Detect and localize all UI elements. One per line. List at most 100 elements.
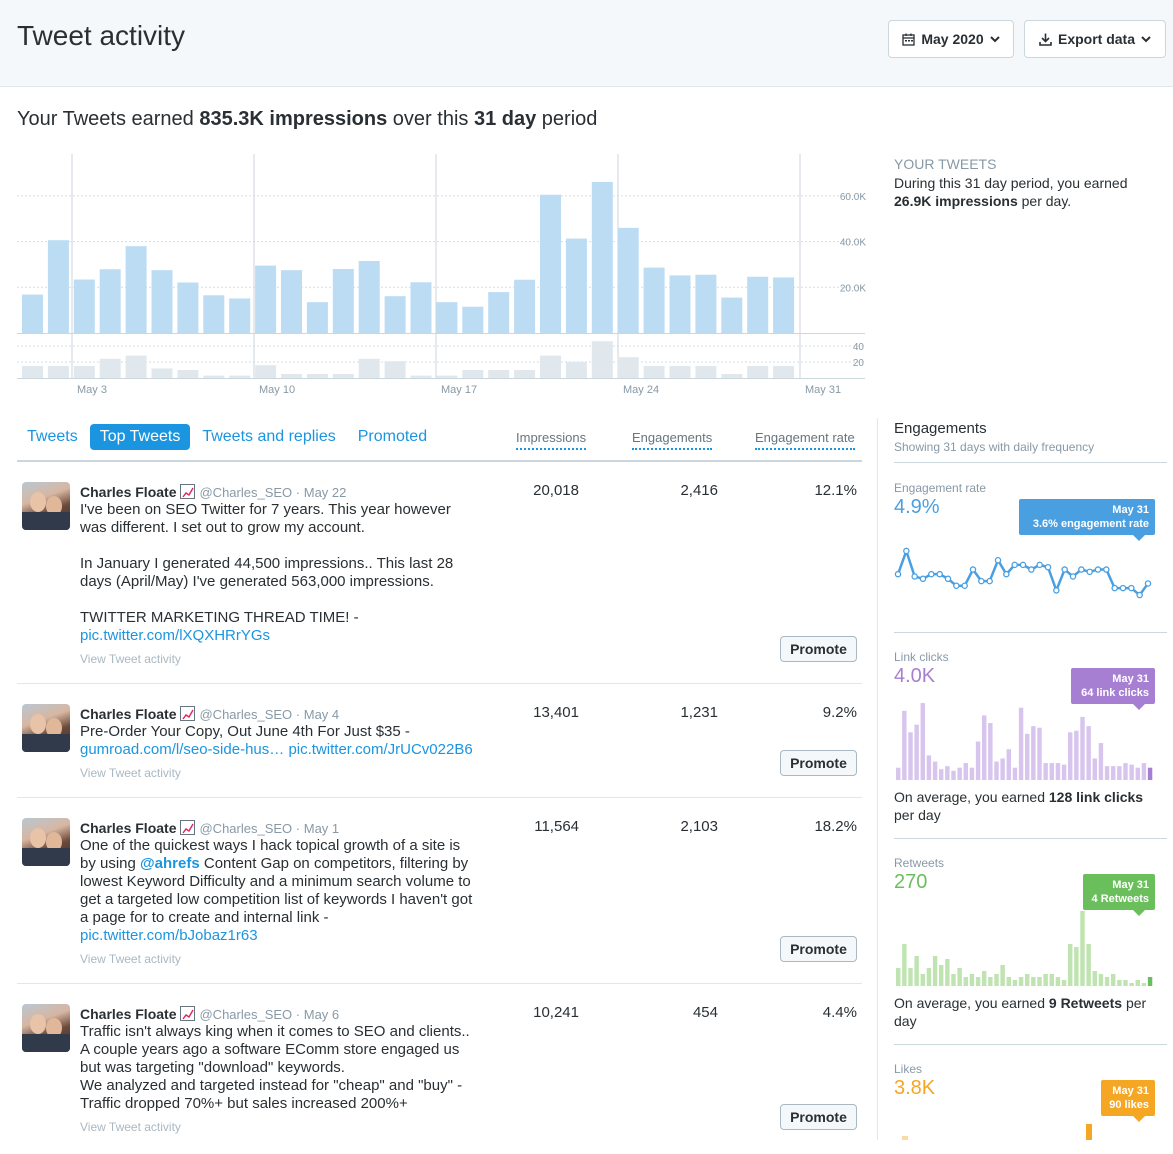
- tweet-engagement-rate: 9.2%: [822, 704, 857, 721]
- tweet-link[interactable]: pic.twitter.com/lXQXHRrYGs: [80, 627, 271, 644]
- impressions-bar: [747, 276, 769, 333]
- tweet-link[interactable]: gumroad.com/l/seo-side-hus…: [80, 741, 285, 758]
- impressions-bar: [488, 292, 510, 333]
- tweet-link[interactable]: pic.twitter.com/bJobaz1r63: [80, 927, 258, 944]
- tweet-link-2[interactable]: pic.twitter.com/JrUCv022B6: [288, 741, 473, 758]
- promote-button[interactable]: Promote: [780, 750, 857, 776]
- retweets-bar: [963, 977, 968, 986]
- tweet-author-handle[interactable]: @Charles_SEO: [199, 485, 293, 500]
- tweet-date[interactable]: May 6: [303, 1007, 340, 1022]
- tweet-date[interactable]: May 1: [303, 821, 340, 836]
- tweet-date[interactable]: May 4: [303, 707, 340, 722]
- engagements-tick-label: 40: [853, 342, 865, 353]
- engagements-bar: [540, 355, 561, 378]
- view-tweet-activity-link[interactable]: View Tweet activity: [80, 652, 181, 666]
- promote-button[interactable]: Promote: [780, 1104, 857, 1130]
- chart-emoji-icon: [180, 706, 196, 721]
- avatar[interactable]: [22, 1004, 70, 1052]
- metric-divider: [894, 838, 1167, 839]
- link-clicks-bar: [1080, 716, 1085, 780]
- avatar[interactable]: [22, 818, 70, 866]
- tweet-author-name[interactable]: Charles Floate: [80, 484, 177, 500]
- impressions-bar: [22, 294, 43, 333]
- link-clicks-bar: [1037, 727, 1042, 780]
- engagement-rate-point: [1044, 563, 1052, 571]
- engagement-rate-tooltip-value: 3.6% engagement rate: [1032, 518, 1149, 530]
- tab-promoted[interactable]: Promoted: [357, 428, 428, 445]
- tweet-author-handle[interactable]: @Charles_SEO: [199, 1007, 293, 1022]
- retweets-tooltip-value: 4 Retweets: [1091, 893, 1149, 905]
- link-clicks-bar: [1068, 732, 1073, 780]
- column-header-engagement-rate[interactable]: Engagement rate: [755, 430, 855, 450]
- retweets-bar: [1135, 980, 1140, 986]
- link-clicks-bar: [1129, 764, 1134, 780]
- promote-button[interactable]: Promote: [780, 636, 857, 662]
- tab-top-tweets[interactable]: Top Tweets: [89, 424, 191, 450]
- link-clicks-bar: [1135, 767, 1140, 780]
- summary-period: 31 day: [473, 108, 537, 130]
- engagement-rate-point: [1136, 591, 1143, 599]
- impressions-bar: [47, 240, 69, 333]
- view-tweet-activity-link[interactable]: View Tweet activity: [80, 766, 181, 780]
- link-clicks-bar: [1147, 767, 1153, 780]
- tweet-author-name[interactable]: Charles Floate: [80, 820, 177, 836]
- tweet-author-name[interactable]: Charles Floate: [80, 706, 177, 722]
- link-clicks-bar: [982, 715, 987, 780]
- link-clicks-bar: [1086, 726, 1091, 780]
- impressions-bar: [306, 302, 328, 333]
- retweets-bar: [1068, 944, 1073, 986]
- engagement-rate-point: [911, 573, 918, 580]
- retweets-bar: [939, 965, 944, 986]
- link-clicks-bar: [1104, 766, 1110, 780]
- impressions-chart: 20.0K 40.0K 60.0K 20 40 May 3 May 10 May 17 May …: [17, 154, 866, 396]
- view-tweet-activity-link[interactable]: View Tweet activity: [80, 1120, 181, 1134]
- link-clicks-bar: [1123, 763, 1128, 780]
- impressions-bar: [151, 270, 173, 333]
- tab-tweets[interactable]: Tweets: [27, 428, 78, 445]
- column-header-impressions[interactable]: Impressions: [516, 430, 587, 450]
- tweet-mention[interactable]: @ahrefs: [140, 855, 200, 872]
- retweets-bar: [1006, 977, 1011, 986]
- tweet-engagement-rate: 12.1%: [814, 482, 857, 499]
- impressions-bar: [669, 275, 691, 333]
- export-data-button[interactable]: Export data: [1024, 20, 1166, 58]
- link-clicks-average-prefix: On average, you earned: [894, 789, 1045, 805]
- tweet-author-name[interactable]: Charles Floate: [80, 1006, 177, 1022]
- tab-tweets-and-replies[interactable]: Tweets and replies: [202, 428, 336, 445]
- link-clicks-bar: [988, 723, 993, 780]
- link-clicks-bar: [908, 732, 913, 780]
- impressions-bar: [73, 279, 95, 333]
- month-selector-button[interactable]: May 2020: [888, 20, 1014, 58]
- tweet-text: Traffic isn't always king when it comes …: [80, 1023, 480, 1113]
- avatar[interactable]: [22, 482, 70, 530]
- impressions-bar: [540, 194, 561, 333]
- tweet-author-handle[interactable]: @Charles_SEO: [199, 707, 293, 722]
- tweet-text: I've been on SEO Twitter for 7 years. Th…: [80, 501, 480, 645]
- engagements-bar: [747, 366, 769, 378]
- link-clicks-value: 4.0K: [894, 665, 936, 687]
- promote-button[interactable]: Promote: [780, 936, 857, 962]
- tweet-date[interactable]: May 22: [303, 485, 347, 500]
- date-tick-label: May 10: [259, 384, 295, 396]
- engagement-rate-point: [1094, 566, 1102, 573]
- retweets-bar: [945, 959, 950, 986]
- likes-tooltip-value: 90 likes: [1109, 1099, 1149, 1111]
- engagements-bar: [773, 366, 795, 378]
- your-tweets-line2: per day.: [1021, 193, 1072, 209]
- impressions-bar: [617, 227, 639, 333]
- impressions-bar: [695, 274, 717, 333]
- avatar[interactable]: [22, 704, 70, 752]
- tweet-header: Charles Floate @Charles_SEO · May 22: [80, 484, 346, 500]
- impressions-summary: Your Tweets earned 835.3K impressions ov…: [17, 108, 597, 131]
- engagements-bar: [591, 341, 613, 378]
- retweets-bar: [1080, 911, 1085, 986]
- view-tweet-activity-link[interactable]: View Tweet activity: [80, 952, 181, 966]
- column-header-engagements[interactable]: Engagements: [632, 430, 713, 450]
- tweet-engagements: 2,103: [680, 818, 718, 835]
- engagements-bar: [384, 361, 406, 378]
- download-icon: [1039, 33, 1052, 46]
- retweets-bar: [1074, 947, 1079, 986]
- tweet-author-handle[interactable]: @Charles_SEO: [199, 821, 293, 836]
- tweet-impressions: 10,241: [533, 1004, 579, 1021]
- engagements-bar: [721, 374, 743, 378]
